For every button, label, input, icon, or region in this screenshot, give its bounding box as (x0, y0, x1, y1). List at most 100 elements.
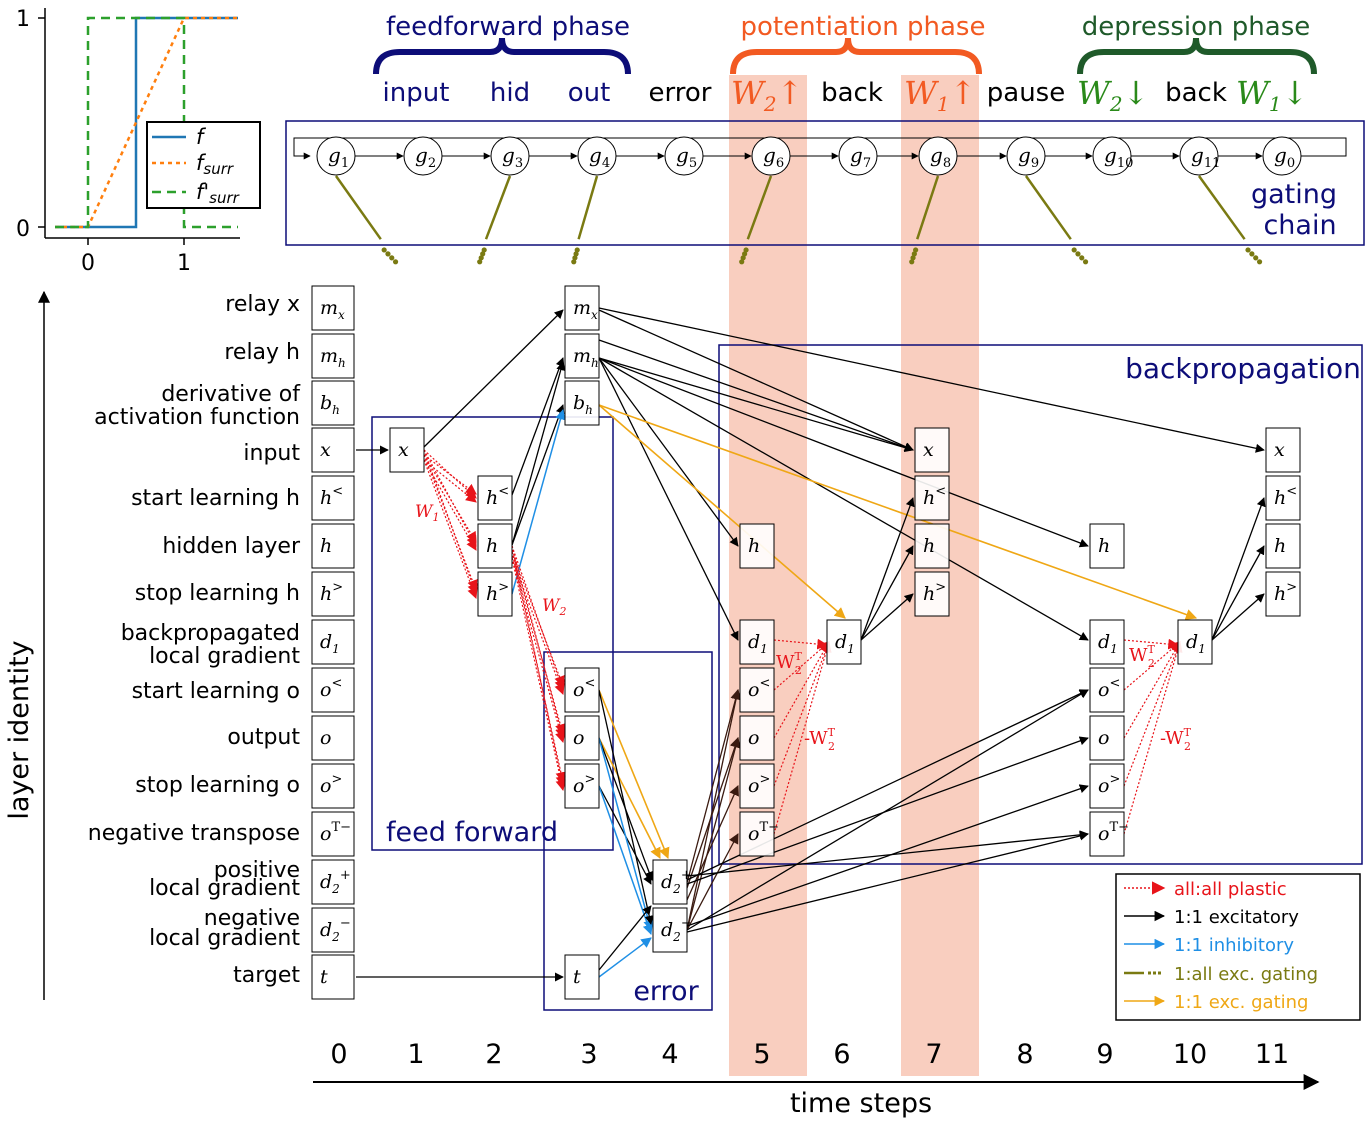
neuron-box-d2p-4 (652, 859, 688, 905)
layer-label-1: relay h (224, 340, 300, 365)
neuron-d1-6: d1 (826, 619, 862, 665)
layer-label-10: start learning o (132, 679, 300, 704)
neuron-h-7: h (914, 523, 950, 569)
connection-60 (773, 638, 829, 650)
step-out: out (568, 78, 611, 108)
neuron-box-h-9 (1089, 523, 1125, 569)
neuron-label-bh-3: bh (573, 392, 593, 417)
neuron-h-9: h (1089, 523, 1125, 569)
connection-5 (423, 449, 477, 547)
neuron-box-c0-7 (311, 619, 355, 665)
connection-8 (423, 449, 478, 596)
neuron-label-h-5: h (748, 535, 760, 557)
gating-line-3 (746, 175, 773, 240)
neuron-h-lt-2: h< (477, 475, 513, 521)
neuron-c0-1: mh (311, 333, 355, 379)
connection-57 (773, 641, 830, 739)
connection-54 (686, 830, 1089, 877)
connection-52 (686, 784, 1089, 927)
gating-node-label-5: g6 (763, 143, 784, 171)
gating-dot-4-1 (911, 251, 917, 257)
connection-66 (860, 497, 915, 641)
shade-step-5 (729, 75, 807, 1076)
xtick-5: 5 (753, 1039, 770, 1070)
connection-19 (511, 551, 566, 736)
connection-38 (598, 357, 914, 453)
neuron-c0-5: h (311, 523, 355, 569)
connection-69 (1211, 497, 1266, 641)
gating-label-2: chain (1263, 210, 1336, 241)
error-label: error (633, 976, 699, 1007)
neuron-box-o-3 (564, 715, 600, 761)
potentiation-phase-title: potentiation phase (741, 12, 986, 42)
neuron-box-c0-12 (311, 859, 355, 905)
connection-67 (860, 545, 914, 641)
connection-17 (511, 557, 565, 696)
neuron-box-c0-14 (311, 954, 355, 1000)
connection-20 (511, 557, 566, 744)
xtick-4: 4 (661, 1039, 678, 1070)
layer-label-8: backpropagated (121, 621, 300, 646)
connection-33 (598, 937, 652, 978)
neuron-h-gt-2: h> (477, 571, 513, 617)
neuron-d2m-4: d2− (652, 907, 692, 953)
neuron-box-c0-4 (311, 475, 355, 521)
connection-53 (686, 831, 1089, 933)
layer-label-12: stop learning o (135, 773, 300, 798)
connection-41 (598, 339, 914, 452)
neuron-label-h-gt-2: h> (486, 580, 509, 605)
neuron-label-o-gt-3: o> (573, 772, 595, 797)
neuron-label-o-lt-9: o< (1098, 676, 1120, 701)
neuron-box-o-gt-9 (1089, 763, 1125, 809)
neuron-h-lt-11: h< (1265, 475, 1301, 521)
neuron-box-c0-1 (311, 333, 355, 379)
legend-f-prime-surr: f'surr (196, 180, 240, 207)
connection-55 (686, 689, 1089, 931)
legend-f-surr: fsurr (196, 151, 234, 178)
gating-node-1 (316, 136, 356, 176)
neuron-label-d1-5: d1 (748, 631, 768, 656)
neuron-h-gt-11: h> (1265, 571, 1301, 617)
neuron-box-d1-10 (1177, 619, 1213, 665)
axes: layer identity time steps 0 1 2 3 4 5 6 7 8 9 10 11 (4, 290, 1320, 1119)
neuron-box-o-9 (1089, 715, 1125, 761)
neuron-box-mx-3 (564, 285, 600, 331)
neuron-box-o-gt-3 (564, 763, 600, 809)
neuron-c0-2: bh (311, 380, 355, 426)
weight-w1-up: W1↑ (904, 74, 976, 116)
neuron-box-o-gt-5 (739, 763, 775, 809)
gating-node-3 (490, 136, 530, 176)
layer-label-4: input (243, 441, 300, 466)
neuron-label-h-11: h (1274, 535, 1286, 557)
connection-7 (423, 459, 477, 551)
connection-21 (511, 545, 567, 788)
layer-label-2: derivative of (161, 382, 301, 407)
neuron-d1-5: d1 (739, 619, 775, 665)
gating-dot-2-2 (572, 255, 578, 261)
gating-line-1 (484, 175, 512, 240)
xtick-3: 3 (580, 1039, 597, 1070)
neuron-mx-3: mx (564, 285, 600, 331)
feedforward-brace (373, 37, 631, 75)
neuron-box-c0-6 (311, 571, 355, 617)
layer-label-5: start learning h (131, 486, 300, 511)
neuron-box-d1-5 (739, 619, 775, 665)
neuron-h-gt-7: h> (914, 571, 950, 617)
layer-label-3: activation function (94, 405, 300, 430)
neuron-c0-12: d2+ (311, 859, 355, 905)
region-boxes: feed forward error backpropagation (371, 344, 1363, 1011)
legend-inhibitory-label: 1:1 inhibitory (1174, 935, 1294, 956)
gating-dot-6-1 (1249, 251, 1255, 257)
neuron-box-h-gt-7 (914, 571, 950, 617)
neuron-label-o-lt-3: o< (573, 676, 595, 701)
neuron-o-lt-3: o< (564, 667, 600, 713)
gating-node-5 (664, 136, 704, 176)
layer-label-17: local gradient (149, 926, 300, 951)
connection-70 (1211, 545, 1265, 641)
neuron-label-oT-9: oT− (1098, 820, 1129, 845)
gating-node-10 (1092, 136, 1132, 176)
connection-10 (423, 459, 478, 600)
xtick-7: 7 (925, 1039, 942, 1070)
neuron-label-h-gt-11: h> (1274, 580, 1297, 605)
